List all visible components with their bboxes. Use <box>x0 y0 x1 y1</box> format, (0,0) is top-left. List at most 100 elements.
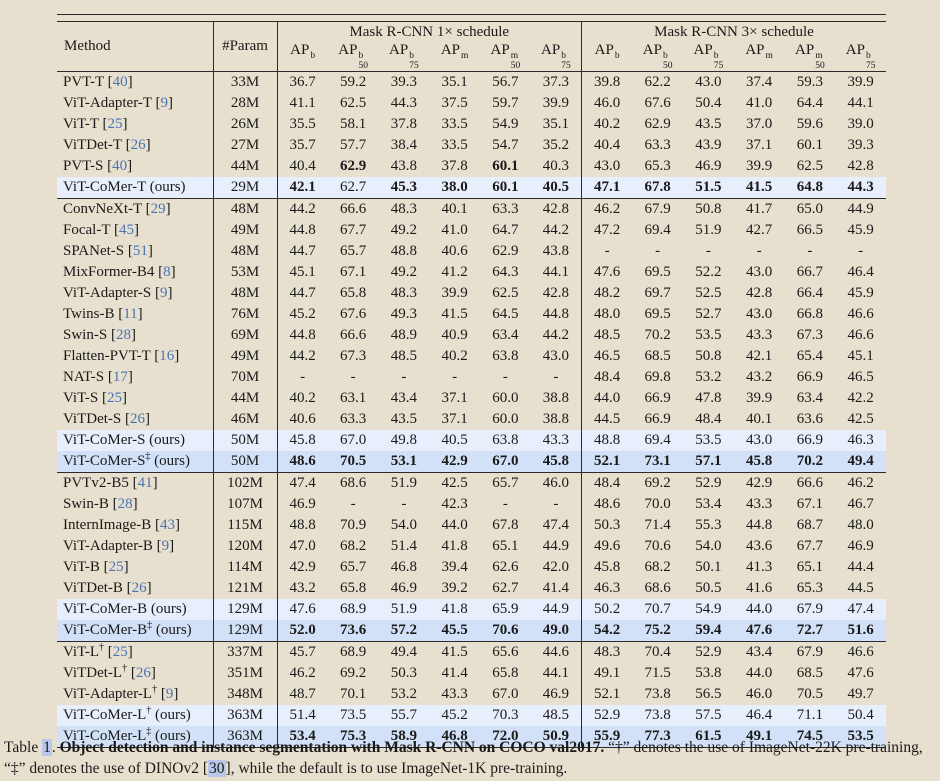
citation-link[interactable]: 25 <box>108 559 124 575</box>
method-cell: ViT-T [25] <box>57 114 214 135</box>
ap-value: 41.6 <box>746 580 773 596</box>
ap-value: 48.9 <box>390 327 417 343</box>
ap-value: 41.3 <box>746 559 773 575</box>
citation-link[interactable]: 25 <box>107 116 123 132</box>
ap-value: 62.7 <box>340 179 367 195</box>
citation-link[interactable]: 41 <box>137 475 153 491</box>
ap-value: 62.5 <box>492 285 519 301</box>
param-value: 121M <box>213 578 278 599</box>
citation-link[interactable]: 40 <box>112 158 128 174</box>
ap-value: 35.7 <box>289 137 316 153</box>
citation-link[interactable]: 25 <box>112 644 128 660</box>
ap-value: 64.5 <box>492 306 519 322</box>
ap-value: - <box>530 367 582 388</box>
table-row: PVT-S [40] 44M 40.4 62.9 43.8 37.8 60.1 40.3 43.… <box>57 156 886 177</box>
ap-value: 33.5 <box>441 137 468 153</box>
ap-value: 42.8 <box>530 283 582 304</box>
ap-value: 42.5 <box>441 475 468 491</box>
pretrain-marker: ‡ <box>145 451 151 462</box>
ap-value: 44.7 <box>289 243 316 259</box>
ap-value: 50.4 <box>695 95 722 111</box>
ap-value: 42.8 <box>746 285 773 301</box>
citation-link[interactable]: 25 <box>106 390 122 406</box>
ap-value: 77.3 <box>644 728 671 744</box>
ap-value: 46.5 <box>594 348 621 364</box>
citation-link[interactable]: 9 <box>161 538 170 554</box>
ap-value: 39.2 <box>441 580 468 596</box>
citation-link[interactable]: 40 <box>112 74 128 90</box>
ap-value: 70.7 <box>644 601 671 617</box>
citation-link[interactable]: 45 <box>118 222 134 238</box>
ap-value: 46.3 <box>594 580 621 596</box>
ap-value: 44.3 <box>390 95 417 111</box>
ap-value: 40.5 <box>530 177 582 199</box>
ap-value: 48.4 <box>594 475 621 491</box>
citation-link[interactable]: 28 <box>117 496 133 512</box>
caption-citation-link[interactable]: 30 <box>208 759 226 777</box>
ap-value: 69.4 <box>644 432 671 448</box>
table-row: ViT-CoMer-T (ours) 29M 42.1 62.7 45.3 38.0 60.… <box>57 177 886 199</box>
ap-value: 43.6 <box>746 538 773 554</box>
method-cell: ConvNeXt-T [29] <box>57 198 214 220</box>
ap-value: 35.5 <box>289 116 316 132</box>
ap-value: 61.5 <box>695 728 722 744</box>
param-value: 49M <box>213 220 278 241</box>
citation-link[interactable]: 26 <box>130 137 146 153</box>
ap-value: 73.5 <box>340 707 367 723</box>
ap-value: 40.9 <box>441 327 468 343</box>
ap-value: 67.9 <box>644 201 671 217</box>
ap-value: 35.1 <box>441 74 468 90</box>
ap-value: 49.2 <box>390 222 417 238</box>
table-row: ViT-CoMer-B‡ (ours) 129M 52.0 73.6 57.2 45.5 7… <box>57 620 886 642</box>
ap-value: 48.0 <box>594 306 621 322</box>
citation-link[interactable]: 9 <box>160 95 169 111</box>
ap-value: 65.7 <box>340 559 367 575</box>
ap-value: 44.2 <box>530 325 582 346</box>
ap-value: 48.3 <box>390 285 417 301</box>
ap-value: 71.1 <box>796 707 823 723</box>
citation-link[interactable]: 9 <box>159 285 168 301</box>
citation-link[interactable]: 11 <box>123 306 138 322</box>
table-row: ViTDet-T [26] 27M 35.7 57.7 38.4 33.5 54.7 35.2… <box>57 135 886 156</box>
ap-value: 68.9 <box>340 601 367 617</box>
metric-header-row: AP b AP b 50 AP b 75 AP m AP m 50 AP b 75 AP b AP b 50 AP b 75 A… <box>57 42 886 72</box>
ap-value: 68.6 <box>644 580 671 596</box>
ap-value: 47.6 <box>289 601 316 617</box>
ap-value: 43.2 <box>746 369 773 385</box>
citation-link[interactable]: 29 <box>150 201 166 217</box>
ap-value: 44.8 <box>746 517 773 533</box>
ap-value: 42.8 <box>530 198 582 220</box>
ap-value: 49.7 <box>847 686 874 702</box>
ap-value: 37.4 <box>746 74 773 90</box>
citation-link[interactable]: 26 <box>131 580 147 596</box>
ap-value: - <box>705 243 711 259</box>
citation-link[interactable]: 16 <box>159 348 175 364</box>
ap-value: 52.9 <box>594 707 621 723</box>
citation-link[interactable]: 28 <box>115 327 131 343</box>
citation-link[interactable]: 43 <box>160 517 176 533</box>
citation-link[interactable]: 8 <box>163 264 171 280</box>
method-cell: ViT-CoMer-B‡ (ours) <box>57 620 214 642</box>
param-value: 114M <box>213 557 278 578</box>
ap-value: 40.2 <box>441 348 468 364</box>
ap-value: 55.9 <box>594 728 621 744</box>
ap-value: 49.1 <box>594 665 621 681</box>
ap-value: 53.8 <box>695 665 722 681</box>
ap-value: 44.1 <box>847 95 874 111</box>
ap-value: 65.6 <box>492 644 519 660</box>
citation-link[interactable]: 26 <box>130 411 146 427</box>
table-number-link[interactable]: 1 <box>42 739 52 756</box>
ap-value: 66.8 <box>796 306 823 322</box>
citation-link[interactable]: 26 <box>135 665 151 681</box>
ap-value: 52.9 <box>695 644 722 660</box>
method-cell: ViT-CoMer-S (ours) <box>57 430 214 451</box>
ap-value: 47.2 <box>594 222 621 238</box>
citation-link[interactable]: 9 <box>165 686 174 702</box>
ap-value: 42.1 <box>289 179 316 195</box>
ap-value: 69.4 <box>644 222 671 238</box>
citation-link[interactable]: 51 <box>132 243 148 259</box>
citation-link[interactable]: 17 <box>112 369 128 385</box>
ap-value: 64.7 <box>492 222 519 238</box>
param-value: 48M <box>213 198 278 220</box>
method-cell: ViTDet-L† [26] <box>57 663 214 684</box>
